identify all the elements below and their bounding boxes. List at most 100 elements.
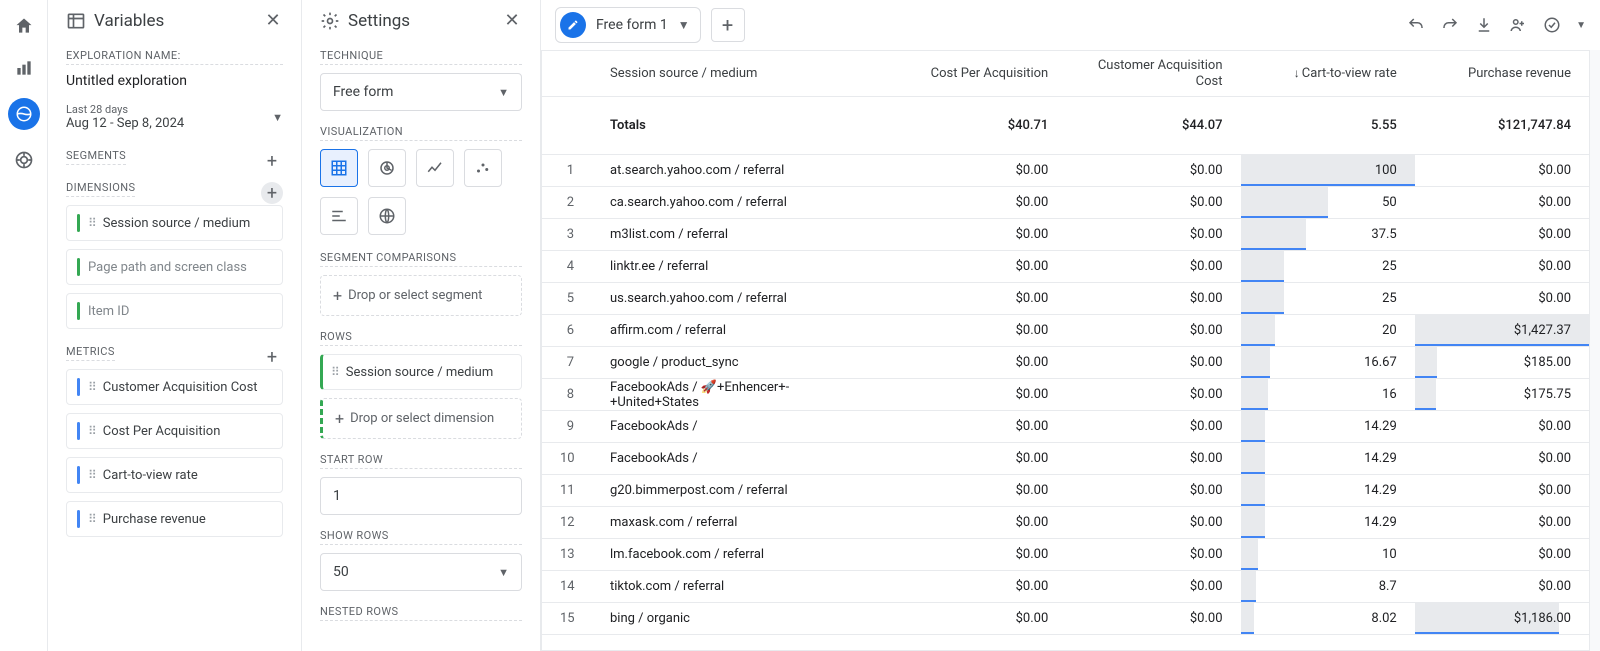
date-range-label: Last 28 days bbox=[66, 103, 184, 116]
viz-line-button[interactable] bbox=[416, 149, 454, 187]
table-row[interactable]: 11 g20.bimmerpost.com / referral $0.00 $… bbox=[542, 475, 1589, 507]
table-row[interactable]: 4 linktr.ee / referral $0.00 $0.00 25 $0… bbox=[542, 251, 1589, 283]
exploration-name[interactable]: Untitled exploration bbox=[66, 73, 283, 89]
row-cpa: $0.00 bbox=[892, 571, 1066, 603]
viz-table-button[interactable] bbox=[320, 149, 358, 187]
row-cart: 100 bbox=[1241, 155, 1415, 187]
row-cac: $0.00 bbox=[1066, 443, 1240, 475]
tab-free-form[interactable]: Free form 1 ▼ bbox=[555, 7, 701, 43]
table-row[interactable]: 1 at.search.yahoo.com / referral $0.00 $… bbox=[542, 155, 1589, 187]
table-row[interactable]: 13 lm.facebook.com / referral $0.00 $0.0… bbox=[542, 539, 1589, 571]
metric-chip[interactable]: ⠿Cart-to-view rate bbox=[66, 457, 283, 493]
row-cac: $0.00 bbox=[1066, 507, 1240, 539]
viz-scatter-button[interactable] bbox=[464, 149, 502, 187]
column-header-revenue[interactable]: Purchase revenue bbox=[1415, 51, 1589, 97]
table-row[interactable]: 10 FacebookAds / $0.00 $0.00 14.29 $0.00 bbox=[542, 443, 1589, 475]
close-icon[interactable]: ✕ bbox=[263, 10, 283, 31]
add-metric-button[interactable]: + bbox=[261, 346, 283, 368]
row-dimension: affirm.com / referral bbox=[592, 315, 892, 347]
status-icon[interactable] bbox=[1542, 15, 1562, 35]
show-rows-select[interactable]: 50 ▼ bbox=[320, 553, 522, 591]
row-cart: 25 bbox=[1241, 283, 1415, 315]
column-header-cac[interactable]: Customer Acquisition Cost bbox=[1066, 51, 1240, 97]
advertising-icon[interactable] bbox=[12, 148, 36, 172]
row-dimension: FacebookAds / bbox=[592, 443, 892, 475]
row-revenue: $175.75 bbox=[1415, 379, 1589, 411]
row-index: 9 bbox=[542, 411, 592, 443]
table-row[interactable]: 15 bing / organic $0.00 $0.00 8.02 $1,18… bbox=[542, 603, 1589, 635]
chip-label: Item ID bbox=[88, 304, 129, 319]
table-row[interactable]: 3 m3list.com / referral $0.00 $0.00 37.5… bbox=[542, 219, 1589, 251]
exploration-name-label: EXPLORATION NAME: bbox=[66, 49, 283, 65]
table-row[interactable]: 9 FacebookAds / $0.00 $0.00 14.29 $0.00 bbox=[542, 411, 1589, 443]
add-dimension-button[interactable]: + bbox=[261, 182, 283, 204]
row-dimension: FacebookAds / 🚀+Enhencer+-+United+States bbox=[592, 379, 892, 411]
metric-chip[interactable]: ⠿ Cost Per Acquisition bbox=[66, 413, 283, 449]
row-revenue: $0.00 bbox=[1415, 155, 1589, 187]
chip-label: Cart-to-view rate bbox=[103, 468, 198, 483]
reports-icon[interactable] bbox=[12, 56, 36, 80]
start-row-input[interactable]: 1 bbox=[320, 477, 522, 515]
redo-icon[interactable] bbox=[1440, 15, 1460, 35]
column-header-dimension[interactable]: Session source / medium bbox=[592, 51, 892, 97]
row-dimension: tiktok.com / referral bbox=[592, 571, 892, 603]
dimension-chip[interactable]: Page path and screen class bbox=[66, 249, 283, 285]
table-row[interactable]: 6 affirm.com / referral $0.00 $0.00 20 $… bbox=[542, 315, 1589, 347]
row-dimension: linktr.ee / referral bbox=[592, 251, 892, 283]
row-revenue: $1,427.37 bbox=[1415, 315, 1589, 347]
row-index: 5 bbox=[542, 283, 592, 315]
row-dimension: FacebookAds / bbox=[592, 411, 892, 443]
rows-chip[interactable]: ⠿ Session source / medium bbox=[320, 354, 522, 390]
show-rows-value: 50 bbox=[333, 564, 349, 580]
row-cart: 8.02 bbox=[1241, 603, 1415, 635]
chevron-down-icon: ▼ bbox=[498, 86, 509, 99]
show-rows-label: SHOW ROWS bbox=[320, 529, 522, 545]
drag-icon: ⠿ bbox=[88, 424, 95, 438]
metric-chip[interactable]: ⠿Purchase revenue bbox=[66, 501, 283, 537]
settings-panel: Settings ✕ TECHNIQUE Free form ▼ VISUALI… bbox=[302, 0, 541, 651]
row-index: 6 bbox=[542, 315, 592, 347]
close-icon[interactable]: ✕ bbox=[502, 10, 522, 31]
table-row[interactable]: 8 FacebookAds / 🚀+Enhencer+-+United+Stat… bbox=[542, 379, 1589, 411]
row-cart: 14.29 bbox=[1241, 411, 1415, 443]
date-range-picker[interactable]: Last 28 days Aug 12 - Sep 8, 2024 ▼ bbox=[66, 103, 283, 131]
chevron-down-icon[interactable]: ▼ bbox=[1576, 20, 1586, 31]
row-cart: 37.5 bbox=[1241, 219, 1415, 251]
dimension-chip[interactable]: ⠿Session source / medium bbox=[66, 205, 283, 241]
pencil-icon bbox=[560, 12, 586, 38]
dimension-chip[interactable]: Item ID bbox=[66, 293, 283, 329]
row-dimension: at.search.yahoo.com / referral bbox=[592, 155, 892, 187]
table-row[interactable]: 14 tiktok.com / referral $0.00 $0.00 8.7… bbox=[542, 571, 1589, 603]
row-index: 7 bbox=[542, 347, 592, 379]
row-cart: 14.29 bbox=[1241, 475, 1415, 507]
metric-chip[interactable]: ⠿Customer Acquisition Cost bbox=[66, 369, 283, 405]
table-row[interactable]: 2 ca.search.yahoo.com / referral $0.00 $… bbox=[542, 187, 1589, 219]
row-revenue: $185.00 bbox=[1415, 347, 1589, 379]
table-row[interactable]: 5 us.search.yahoo.com / referral $0.00 $… bbox=[542, 283, 1589, 315]
column-header-cart[interactable]: ↓Cart-to-view rate bbox=[1241, 51, 1415, 97]
drop-dimension-slot[interactable]: + Drop or select dimension bbox=[320, 398, 522, 439]
home-icon[interactable] bbox=[12, 14, 36, 38]
explore-icon[interactable] bbox=[8, 98, 40, 130]
viz-bar-button[interactable] bbox=[320, 197, 358, 235]
toolbar: ▼ bbox=[1406, 15, 1586, 35]
add-tab-button[interactable]: + bbox=[711, 8, 745, 42]
rows-label: ROWS bbox=[320, 330, 522, 346]
technique-select[interactable]: Free form ▼ bbox=[320, 73, 522, 111]
column-header-cpa[interactable]: Cost Per Acquisition bbox=[892, 51, 1066, 97]
viz-geo-button[interactable] bbox=[368, 197, 406, 235]
download-icon[interactable] bbox=[1474, 15, 1494, 35]
share-icon[interactable] bbox=[1508, 15, 1528, 35]
table-row[interactable]: 12 maxask.com / referral $0.00 $0.00 14.… bbox=[542, 507, 1589, 539]
chip-label: Cost Per Acquisition bbox=[103, 424, 221, 439]
row-revenue: $1,186.00 bbox=[1415, 603, 1589, 635]
add-segment-button[interactable]: + bbox=[261, 150, 283, 172]
drop-segment-slot[interactable]: + Drop or select segment bbox=[320, 275, 522, 316]
table-row[interactable]: 7 google / product_sync $0.00 $0.00 16.6… bbox=[542, 347, 1589, 379]
row-index: 3 bbox=[542, 219, 592, 251]
row-cart: 16.67 bbox=[1241, 347, 1415, 379]
row-cpa: $0.00 bbox=[892, 219, 1066, 251]
undo-icon[interactable] bbox=[1406, 15, 1426, 35]
viz-donut-button[interactable] bbox=[368, 149, 406, 187]
chip-label: Purchase revenue bbox=[103, 512, 206, 527]
